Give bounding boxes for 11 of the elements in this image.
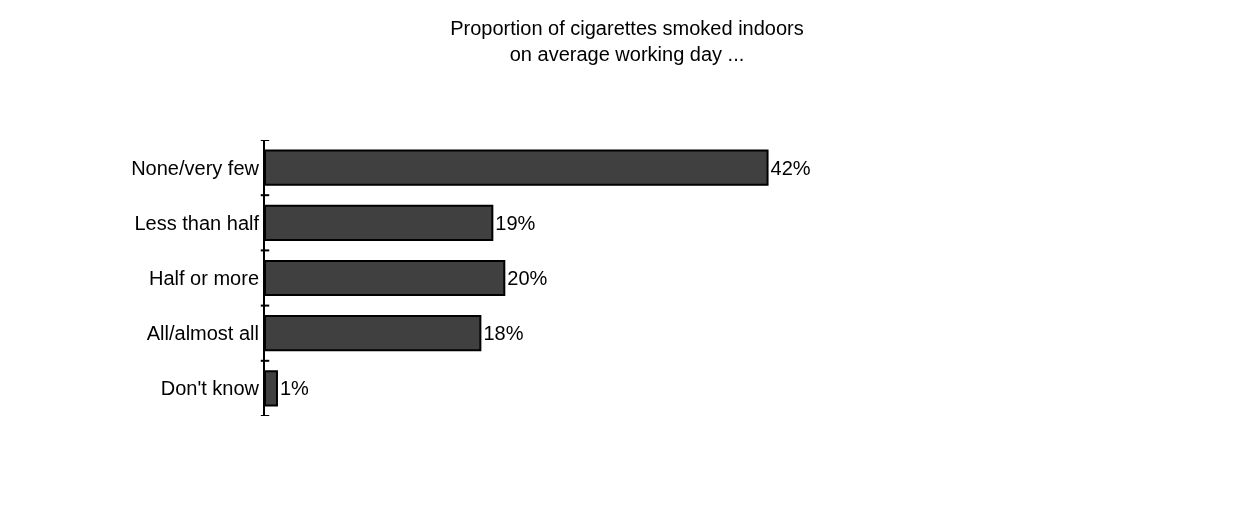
data-label: 18% (483, 322, 524, 345)
data-label: 19% (495, 211, 536, 234)
y-tick-label: Less than half (134, 211, 260, 234)
chart-title: Proportion of cigarettes smoked indoors on average working day ... (450, 17, 804, 66)
y-tick-label: None/very few (131, 156, 260, 179)
y-tick-label: Half or more (148, 267, 259, 289)
data-label: 42% (770, 156, 811, 179)
data-label: 1% (279, 377, 310, 400)
y-tick-label: All/almost all (146, 322, 259, 345)
data-label: 20% (507, 267, 548, 289)
y-tick-label: Don't know (160, 377, 260, 400)
